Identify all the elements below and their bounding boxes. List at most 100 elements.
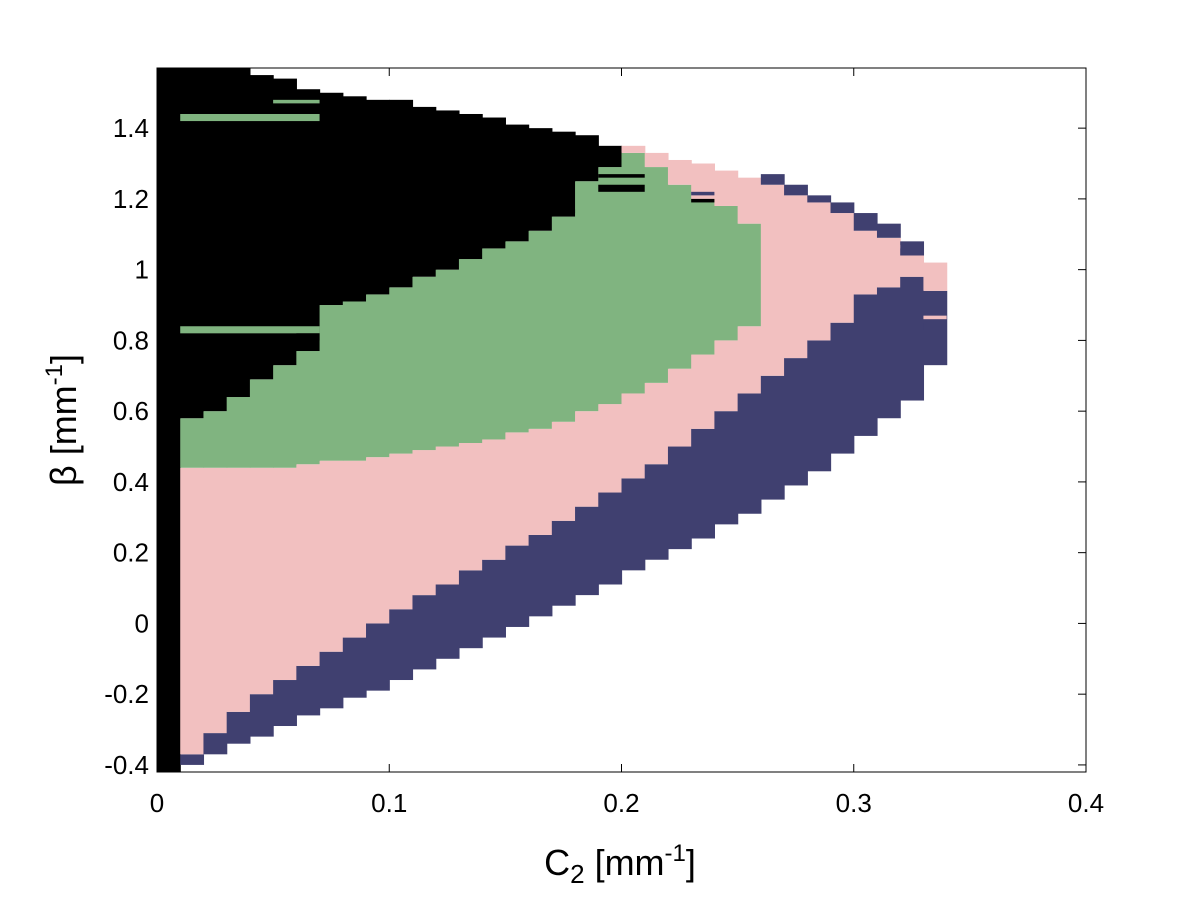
heatmap-cell-black: [157, 68, 181, 772]
heatmap-cell-pink: [691, 354, 715, 429]
heatmap-cell-green: [342, 301, 367, 461]
heatmap-cell-green: [691, 198, 715, 355]
heatmap-cell-navy: [296, 665, 321, 716]
heatmap-cell-pink: [389, 453, 414, 610]
heatmap-streak-black: [598, 174, 645, 178]
heatmap-streak-green: [180, 113, 320, 122]
heatmap-cell-pink: [458, 442, 483, 571]
heatmap-cell-navy: [203, 733, 228, 755]
heatmap-cell-pink: [644, 152, 669, 168]
heatmap-cell-pink: [923, 262, 948, 291]
heatmap-cell-black: [296, 89, 321, 352]
heatmap-streak-pink: [923, 315, 947, 320]
heatmap-streak-black: [296, 333, 320, 341]
heatmap-cell-navy: [807, 195, 832, 203]
heatmap-cell-pink: [273, 467, 297, 681]
heatmap-cell-pink: [807, 202, 832, 341]
heatmap-cell-green: [273, 365, 297, 468]
y-tick-label: 0.2: [113, 538, 149, 568]
y-tick-label: 1: [135, 255, 149, 285]
heatmap-cell-navy: [342, 637, 367, 698]
heatmap-cell-green: [249, 379, 274, 468]
heatmap-cell-black: [551, 131, 576, 217]
heatmap-cell-navy: [435, 584, 460, 659]
heatmap-cell-pink: [714, 340, 739, 412]
heatmap-cell-pink: [853, 230, 878, 295]
heatmap-cell-pink: [900, 255, 925, 277]
heatmap-cell-navy: [807, 340, 832, 472]
heatmap-cell-black: [505, 124, 530, 242]
heatmap-cell-black: [482, 117, 506, 249]
heatmap-cell-black: [575, 135, 599, 182]
x-axis-title: C2 [mm-1]: [544, 840, 696, 889]
y-tick-label: 1.4: [113, 113, 149, 143]
heatmap-cell-black: [598, 145, 623, 168]
heatmap-cell-black: [412, 106, 437, 277]
heatmap-cell-black: [389, 99, 414, 288]
heatmap-cell-green: [482, 248, 506, 440]
heatmap-cell-black: [366, 99, 390, 295]
heatmap-cell-pink: [737, 177, 762, 224]
heatmap-cell-pink: [412, 450, 437, 596]
heatmap-cell-navy: [784, 358, 808, 486]
heatmap-cell-navy: [667, 446, 692, 550]
y-tick-label: 0.4: [113, 467, 149, 497]
heatmap-cell-pink: [551, 421, 576, 521]
x-tick-label: 0.2: [603, 788, 639, 818]
heatmap-cell-navy: [900, 241, 925, 256]
heatmap-cell-navy: [575, 506, 599, 596]
heatmap-cell-navy: [691, 428, 715, 539]
heatmap-cell-pink: [784, 195, 808, 359]
heatmap-cell-pink: [575, 411, 599, 507]
heatmap-cell-pink: [621, 393, 646, 479]
heatmap-cell-pink: [644, 382, 669, 465]
heatmap-cell-green: [180, 418, 205, 468]
heatmap-cell-pink: [435, 446, 460, 585]
y-tick-label: 0: [135, 608, 149, 638]
y-tick-label: -0.2: [104, 679, 149, 709]
heatmap-cell-green: [389, 287, 414, 454]
heatmap-cell-navy: [853, 294, 878, 436]
heatmap-cell-navy: [714, 411, 739, 525]
heatmap-cell-pink: [667, 159, 692, 185]
heatmap-streak-green: [273, 99, 320, 104]
x-tick-label: 0: [150, 788, 164, 818]
heatmap-cell-navy: [226, 711, 251, 744]
heatmap-cell-pink: [226, 467, 251, 712]
heatmap-cell-black: [273, 78, 297, 366]
x-axis-ticks: 0 0.1 0.2 0.3 0.4: [150, 68, 1104, 818]
heatmap-cell-pink: [342, 460, 367, 638]
heatmap-streak-navy: [691, 191, 715, 196]
heatmap-cell-navy: [249, 694, 274, 737]
heatmap-cell-navy: [598, 492, 623, 585]
heatmap-cell-pink: [505, 432, 530, 546]
heatmap-cell-green: [644, 167, 669, 383]
heatmap-cell-navy: [876, 287, 901, 419]
heatmap-cell-green: [435, 269, 460, 447]
heatmap-cell-navy: [876, 223, 901, 238]
heatmap-cell-black: [226, 68, 251, 398]
heatmap-cell-black: [319, 92, 344, 306]
heatmap-cell-green: [458, 259, 483, 443]
heatmap-cell-green: [319, 305, 344, 461]
heatmap-cell-navy: [830, 202, 855, 214]
heatmap-cell-pink: [180, 467, 205, 755]
heatmap-cell-green: [737, 223, 762, 327]
heatmap-cell-pink: [296, 464, 321, 666]
heatmap-cell-black: [528, 128, 553, 231]
heatmap-streak-black: [691, 198, 715, 203]
heatmap-streak-pink: [876, 273, 924, 277]
heatmap-cell-pink: [366, 457, 390, 624]
heatmap-streak-black: [598, 184, 645, 192]
heatmap-cells: [157, 68, 948, 772]
heatmap-cell-navy: [900, 276, 925, 401]
heatmap-cell-pink: [528, 428, 553, 535]
heatmap-cell-pink: [667, 368, 692, 447]
x-tick-label: 0.1: [371, 788, 407, 818]
heatmap-cell-pink: [598, 404, 623, 493]
heatmap-cell-navy: [366, 623, 390, 691]
heatmap-cell-pink: [830, 213, 855, 323]
heatmap-cell-navy: [644, 464, 669, 560]
heatmap-cell-navy: [737, 393, 762, 514]
